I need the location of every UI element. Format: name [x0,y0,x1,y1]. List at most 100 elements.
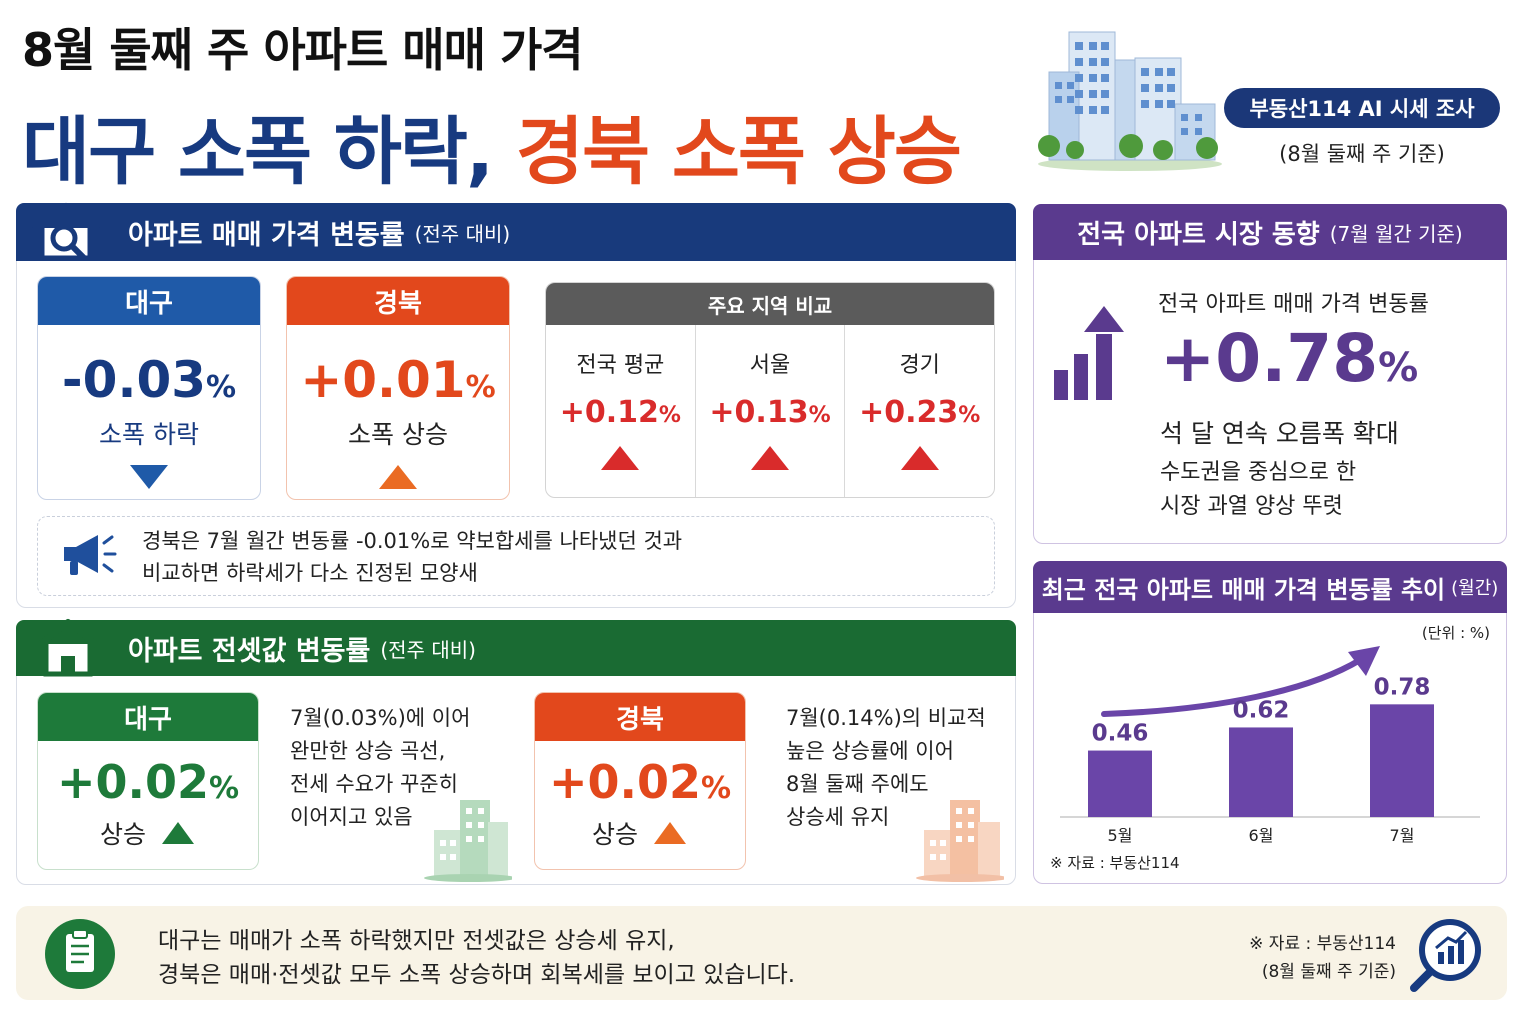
trend-bar-chart: 0.46 5월 0.62 6월 0.78 7월 [1060,646,1480,845]
daegu-jeonse-value: +0.02 [56,755,209,809]
source-basis-date: (8월 둘째 주 기준) [1279,142,1445,166]
daegu-sale-unit: % [206,370,237,405]
compare-item-seoul: 서울 +0.13% [696,325,846,497]
chart-tick-label: 5월 [1108,826,1133,845]
desc-line: 이어지고 있음 [290,805,413,829]
national-value-row: +0.78% [1160,320,1418,397]
sale-note-box: 경북은 7월 월간 변동률 -0.01%로 약보합세를 나타냈던 것과 비교하면… [37,516,995,596]
daegu-jeonse-card: 대구 +0.02% 상승 [37,692,259,870]
compare-item-national: 전국 평균 +0.12% [546,325,696,497]
sale-note-line: 비교하면 하락세가 다소 진정된 모양새 [142,561,478,585]
footer-source: ※ 자료 : 부동산114 (8월 둘째 주 기준) [1216,930,1396,986]
rising-bars-arrow-icon [1054,306,1124,400]
daegu-jeonse-value-row: +0.02% [38,755,258,809]
trend-section-title: 최근 전국 아파트 매매 가격 변동률 추이 [1041,575,1446,604]
gyeongbuk-jeonse-value-row: +0.02% [535,755,745,809]
national-value: +0.78 [1160,320,1379,397]
compare-value: +0.12 [559,395,659,430]
chart-bar [1088,750,1152,817]
up-triangle-icon [654,822,686,844]
jeonse-section-subtitle: (전주 대비) [380,637,476,662]
sale-section-subtitle: (전주 대비) [414,221,511,246]
national-section-subtitle: (7월 월간 기준) [1329,221,1463,246]
magnifier-chart-icon [1410,919,1481,992]
region-compare-box: 주요 지역 비교 전국 평균 +0.12% 서울 +0.13% 경기 +0.23… [545,282,995,498]
orange-buildings-illustration [916,800,1004,882]
gyeongbuk-jeonse-label: 경북 [535,693,745,741]
megaphone-icon [64,535,117,575]
summary-footer: 대구는 매매가 소폭 하락했지만 전셋값은 상승세 유지, 경북은 매매·전셋값… [16,906,1507,1000]
gyeongbuk-sale-value: +0.01 [300,351,466,409]
footer-basis-line: (8월 둘째 주 기준) [1261,962,1396,982]
national-section-title: 전국 아파트 시장 동향 [1077,219,1320,250]
daegu-jeonse-status: 상승 [99,820,146,849]
trend-section-subtitle: (월간) [1451,578,1499,599]
gyeongbuk-jeonse-value: +0.02 [548,755,701,809]
up-triangle-icon [379,465,417,489]
clipboard-icon [45,919,115,989]
sale-section-title: 아파트 매매 가격 변동률 [128,219,405,251]
chart-bar [1370,704,1434,817]
compare-label: 서울 [749,353,791,378]
compare-label: 전국 평균 [576,353,665,378]
trend-section-header: 최근 전국 아파트 매매 가격 변동률 추이 (월간) [1033,561,1507,613]
desc-line: 상승세 유지 [786,805,890,829]
gyeongbuk-sale-label: 경북 [287,277,509,325]
up-triangle-icon [162,822,194,844]
region-compare-title: 주요 지역 비교 [546,283,994,325]
down-triangle-icon [130,465,168,489]
house-search-icon [32,203,100,261]
gyeongbuk-sale-unit: % [465,370,496,405]
footer-source-line: ※ 자료 : 부동산114 [1249,934,1396,954]
jeonse-section-header: 아파트 전셋값 변동률 (전주 대비) [16,620,1016,676]
summary-text: 대구는 매매가 소폭 하락했지만 전셋값은 상승세 유지, 경북은 매매·전셋값… [158,924,795,992]
desc-line: 전세 수요가 꾸준히 [290,772,458,796]
daegu-jeonse-label: 대구 [38,693,258,741]
headline-gyeongbuk: 경북 소폭 상승 [515,109,962,195]
green-buildings-illustration [424,800,512,882]
daegu-sale-label: 대구 [38,277,260,325]
up-triangle-icon [601,446,640,470]
compare-value: +0.23 [859,395,959,430]
national-line3: 시장 과열 양상 뚜렷 [1160,494,1343,519]
trend-arrow-line [1101,657,1363,717]
summary-line: 대구는 매매가 소폭 하락했지만 전셋값은 상승세 유지, [158,928,675,954]
daegu-jeonse-unit: % [208,771,240,806]
national-unit: % [1378,345,1419,391]
headline-daegu: 대구 소폭 하락, [22,109,494,195]
source-badge: 부동산114 AI 시세 조사 [1224,88,1500,128]
gyeongbuk-jeonse-card: 경북 +0.02% 상승 [534,692,746,870]
compare-label: 경기 [899,353,940,378]
compare-unit: % [658,403,681,428]
desc-line: 높은 상승률에 이어 [786,739,954,763]
national-section-header: 전국 아파트 시장 동향 (7월 월간 기준) [1033,204,1507,260]
daegu-sale-card: 대구 -0.03% 소폭 하락 [37,276,261,500]
page-title: 8월 둘째 주 아파트 매매 가격 [22,23,584,77]
chart-data-label: 0.46 [1092,721,1149,747]
chart-tick-label: 7월 [1390,826,1415,845]
buildings-illustration [1038,31,1222,171]
gyeongbuk-sale-card: 경북 +0.01% 소폭 상승 [286,276,510,500]
chart-data-label: 0.78 [1374,674,1431,700]
national-detail: 수도권을 중심으로 한 시장 과열 양상 뚜렷 [1160,456,1356,524]
up-triangle-icon [751,446,789,470]
compare-unit: % [958,403,981,428]
national-line1: 석 달 연속 오름폭 확대 [1160,419,1399,448]
chart-data-label: 0.62 [1233,697,1290,723]
gyeongbuk-jeonse-status: 상승 [591,820,638,849]
gyeongbuk-jeonse-desc: 7월(0.14%)의 비교적 높은 상승률에 이어 8월 둘째 주에도 상승세 … [786,702,986,834]
compare-value: +0.13 [709,395,809,430]
daegu-sale-value: -0.03 [61,351,207,409]
national-line2: 수도권을 중심으로 한 [1160,460,1357,485]
compare-unit: % [808,403,831,428]
sale-note-text: 경북은 7월 월간 변동률 -0.01%로 약보합세를 나타냈던 것과 비교하면… [142,525,682,589]
daegu-sale-status: 소폭 하락 [99,420,199,449]
desc-line: 7월(0.03%)에 이어 [290,706,471,730]
gyeongbuk-jeonse-unit: % [700,771,732,806]
national-heading: 전국 아파트 매매 가격 변동률 [1158,292,1429,317]
summary-line: 경북은 매매·전셋값 모두 소폭 상승하며 회복세를 보이고 있습니다. [158,962,796,988]
trend-arrow-head [1348,646,1380,676]
sale-section-header: 아파트 매매 가격 변동률 (전주 대비) [16,203,1016,261]
page-headline: 대구 소폭 하락, 경북 소폭 상승 [22,92,962,199]
desc-line: 7월(0.14%)의 비교적 [786,706,986,730]
